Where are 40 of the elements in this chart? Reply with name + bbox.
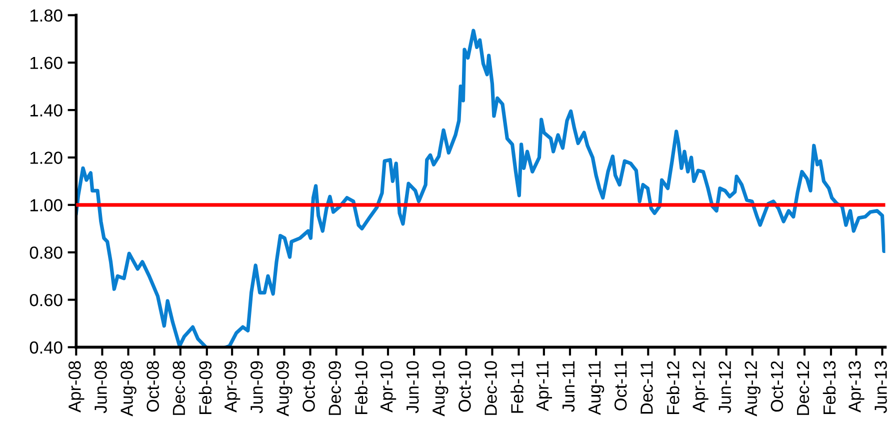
x-tick-label: Aug-11 [588,361,604,416]
x-tick-label: Oct-12 [770,361,784,412]
x-tick-label: Apr-09 [224,361,240,412]
x-tick-label: Apr-10 [380,361,396,412]
x-tick-label: Apr-11 [536,361,552,412]
x-tick-label: Jun-13 [874,361,887,414]
y-tick-label: 1.60 [30,56,62,70]
x-tick-label: Aug-08 [120,361,136,416]
x-tick-label: Feb-10 [354,361,368,414]
x-tick-label: Apr-13 [848,361,864,412]
x-tick-label: Dec-12 [796,361,810,415]
y-tick-label: 1.20 [30,152,62,164]
x-tick-label: Oct-08 [146,361,159,412]
x-tick-label: Jun-12 [718,361,731,414]
x-tick-label: Jun-10 [406,361,419,414]
x-tick-label: Feb-11 [510,361,524,413]
x-tick-label: Jun-08 [94,361,107,414]
x-tick-label: Oct-09 [302,361,315,412]
y-tick-label: 1.80 [30,9,62,22]
x-tick-label: Apr-12 [692,361,708,412]
y-tick-label: 0.80 [30,246,62,259]
x-tick-label: Dec-09 [328,361,341,415]
x-tick-label: Apr-08 [68,361,84,412]
x-tick-label: Oct-10 [458,361,471,412]
y-tick-label: 0.40 [30,341,62,354]
x-tick-label: Jun-11 [562,361,575,412]
y-tick-label: 1.00 [30,199,62,212]
y-tick-label: 0.60 [30,294,62,306]
x-tick-label: Aug-12 [744,361,760,416]
x-tick-label: Oct-11 [614,361,627,410]
y-tick-label: 1.40 [30,104,62,117]
x-tick-label: Feb-13 [822,361,836,414]
x-tick-label: Dec-08 [172,361,186,415]
x-tick-label: Aug-09 [276,361,292,416]
x-tick-label: Jun-09 [250,361,263,414]
x-tick-label: Dec-10 [484,361,497,415]
x-tick-label: Feb-12 [666,361,680,414]
x-tick-label: Dec-11 [640,361,653,414]
x-tick-label: Aug-10 [432,361,448,416]
x-tick-label: Feb-09 [198,361,212,414]
